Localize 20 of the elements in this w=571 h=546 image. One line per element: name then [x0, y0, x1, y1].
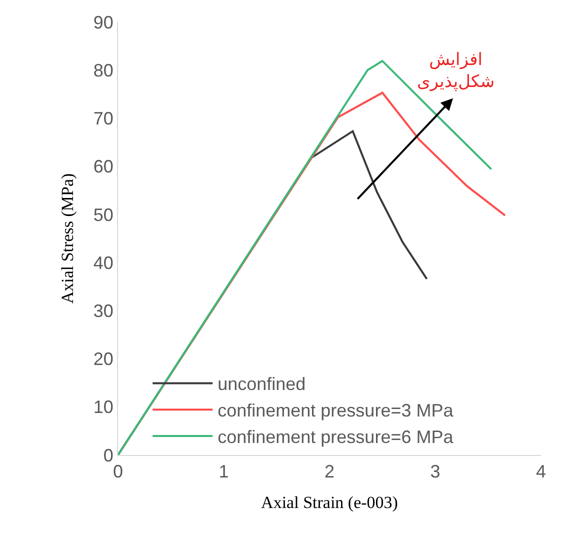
y-tick-label: 10 — [93, 397, 114, 418]
y-tick-label: 70 — [93, 108, 114, 129]
y-axis-title: Axial Stress (MPa) — [58, 173, 77, 304]
y-tick-label: 40 — [93, 252, 114, 273]
legend-label: confinement pressure=6 MPa — [218, 427, 454, 448]
x-axis-title: Axial Strain (e-003) — [261, 493, 398, 512]
y-tick-label: 90 — [93, 12, 114, 32]
legend-label: unconfined — [218, 374, 306, 394]
legend-label: confinement pressure=3 MPa — [218, 400, 454, 421]
y-tick-label: 20 — [93, 349, 114, 370]
x-tick-label: 1 — [218, 462, 229, 482]
x-tick-label: 2 — [324, 462, 335, 482]
y-tick-label: 50 — [93, 204, 114, 225]
y-tick-label: 60 — [93, 156, 114, 177]
annotation: افزایش شکل‌پذیری — [417, 50, 495, 92]
y-tick-label: 30 — [93, 300, 114, 321]
x-tick-label: 3 — [430, 462, 440, 482]
y-tick-label: 80 — [93, 60, 114, 80]
x-tick-label: 4 — [536, 462, 546, 482]
y-tick-label: 0 — [103, 445, 114, 466]
